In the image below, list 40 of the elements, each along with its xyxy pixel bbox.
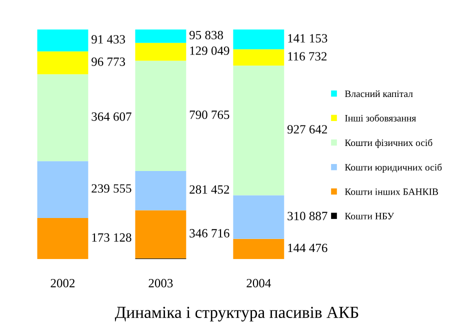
x-tick-label: 2002: [50, 278, 75, 288]
bar: [37, 218, 88, 260]
x-tick-label: 2004: [246, 278, 271, 288]
annotation: 95 838: [189, 30, 223, 40]
annotation: 129 049: [190, 46, 230, 55]
annotation: 116 732: [288, 52, 327, 61]
legend-label: Кошти інших БАНКІВ: [344, 188, 438, 196]
bar: [233, 49, 284, 66]
annotation: 173 128: [92, 233, 132, 242]
bar: [135, 30, 186, 43]
bar: [233, 238, 284, 260]
legend-label: Власний капітал: [344, 90, 413, 98]
bar: [37, 74, 88, 162]
annotation: 281 452: [190, 185, 230, 194]
annotation: 364 607: [92, 112, 132, 121]
bar: [37, 30, 88, 52]
bar: [135, 210, 186, 258]
annotation: 927 642: [287, 125, 327, 134]
bar: [233, 66, 284, 196]
legend-label: Кошти юридичних осіб: [344, 164, 442, 173]
annotation: 91 433: [92, 35, 126, 44]
bar: [135, 42, 186, 61]
annotation: 144 476: [288, 244, 328, 252]
bar: [233, 195, 284, 239]
annotation: 346 716: [190, 229, 230, 238]
annotation: 141 153: [288, 34, 328, 43]
annotation: 239 555: [92, 184, 132, 193]
bar: [37, 51, 88, 74]
legend-label: Інші зобовязання: [345, 114, 416, 122]
annotation: 310 887: [288, 212, 328, 220]
annotation: 790 765: [190, 110, 230, 119]
bar: [37, 161, 88, 218]
x-tick-label: 2003: [148, 278, 173, 288]
legend-label: Кошти фізичних осіб: [344, 138, 432, 148]
bar: [135, 60, 186, 171]
legend-label: Кошти НБУ: [344, 212, 394, 220]
text: Динаміка і структура пасивів АКБ: [114, 306, 358, 322]
bar: [135, 170, 186, 210]
bar: [233, 30, 284, 50]
annotation: 96 773: [92, 58, 126, 66]
